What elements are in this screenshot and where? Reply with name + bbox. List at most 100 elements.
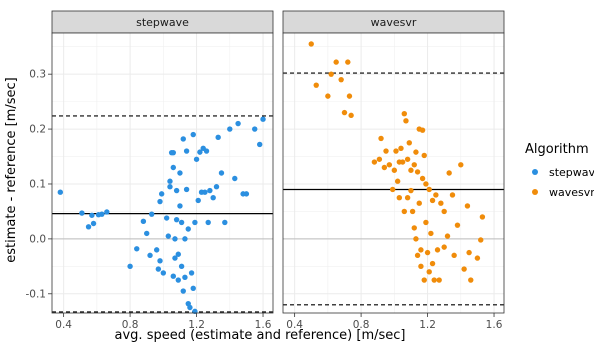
- data-point: [464, 203, 471, 209]
- y-tick-label: -0.1: [26, 288, 47, 300]
- data-point: [195, 197, 201, 204]
- data-point: [89, 212, 95, 218]
- x-tick-label: 0.8: [353, 319, 370, 331]
- plot-background: [283, 33, 504, 313]
- data-point: [424, 249, 431, 256]
- legend-key-stepwave: [532, 169, 538, 175]
- data-point: [446, 170, 452, 176]
- data-point: [227, 126, 233, 132]
- legend-key-wavesvr: [532, 189, 538, 195]
- data-point: [210, 195, 216, 201]
- x-axis-title: avg. speed (estimate and reference) [m/s…: [115, 328, 406, 343]
- data-point: [348, 112, 354, 119]
- legend-label-wavesvr: wavesvr: [549, 186, 594, 199]
- data-point: [178, 219, 185, 226]
- data-point: [207, 187, 213, 194]
- data-point: [408, 167, 414, 173]
- data-point: [313, 82, 319, 88]
- legend-title: Algorithm: [525, 142, 589, 157]
- data-point: [381, 164, 388, 171]
- data-point: [371, 159, 378, 165]
- data-point: [418, 263, 424, 270]
- data-point: [172, 255, 178, 261]
- data-point: [394, 178, 401, 184]
- data-point: [426, 186, 432, 193]
- data-point: [386, 162, 393, 168]
- data-point: [188, 270, 195, 276]
- data-point: [99, 211, 105, 217]
- data-point: [252, 126, 258, 132]
- data-point: [474, 255, 481, 261]
- data-point: [215, 134, 221, 141]
- data-point: [401, 208, 408, 215]
- data-point: [158, 191, 165, 197]
- data-point: [414, 252, 421, 259]
- data-point: [257, 141, 263, 148]
- data-point: [346, 93, 353, 99]
- x-tick-label: 0.8: [122, 319, 139, 331]
- y-tick-label: 0.0: [29, 233, 46, 245]
- data-point: [423, 219, 429, 226]
- data-point: [134, 246, 140, 252]
- data-point: [416, 200, 422, 206]
- data-point: [85, 224, 92, 230]
- data-point: [173, 216, 180, 223]
- data-point: [308, 41, 314, 47]
- data-point: [243, 191, 250, 197]
- x-tick-label: 1.2: [188, 319, 205, 331]
- x-tick-label: 1.6: [486, 319, 503, 331]
- data-point: [404, 195, 411, 201]
- data-point: [175, 251, 181, 257]
- data-point: [454, 222, 461, 228]
- data-point: [466, 249, 472, 256]
- data-point: [408, 187, 414, 194]
- y-tick-label: 0.2: [29, 124, 46, 136]
- panel-border: [51, 32, 274, 314]
- data-point: [144, 230, 150, 237]
- y-axis-title: estimate - reference [m/sec]: [4, 77, 19, 262]
- data-point: [404, 156, 411, 162]
- data-point: [187, 304, 193, 311]
- data-point: [403, 118, 409, 124]
- data-point: [157, 258, 163, 264]
- data-point: [429, 260, 436, 267]
- data-point: [260, 116, 266, 122]
- data-point: [433, 192, 439, 198]
- data-point: [222, 219, 228, 226]
- data-point: [411, 225, 417, 231]
- data-point: [399, 159, 406, 165]
- data-point: [421, 277, 427, 283]
- data-point: [127, 263, 133, 270]
- data-point: [160, 270, 167, 276]
- data-point: [90, 220, 97, 227]
- data-point: [333, 59, 339, 65]
- data-point: [172, 236, 178, 242]
- data-point: [428, 230, 434, 237]
- legend-label-stepwave: stepwave: [549, 166, 594, 179]
- data-point: [167, 178, 173, 184]
- data-point: [421, 152, 427, 159]
- data-point: [232, 175, 238, 182]
- data-point: [104, 209, 110, 215]
- data-point: [218, 170, 225, 176]
- x-tick-label: 1.6: [255, 319, 272, 331]
- x-tick-label: 0.4: [286, 319, 303, 331]
- data-point: [147, 252, 153, 259]
- data-point: [338, 76, 344, 83]
- data-point: [177, 170, 183, 176]
- data-point: [396, 195, 403, 201]
- facet-strip-label: wavesvr: [371, 16, 417, 29]
- facet-strip-label: stepwave: [136, 16, 189, 29]
- y-tick-label: 0.3: [29, 69, 46, 81]
- data-point: [79, 210, 85, 216]
- data-point: [436, 277, 442, 283]
- data-point: [451, 252, 457, 259]
- data-point: [441, 208, 447, 215]
- data-point: [203, 148, 210, 154]
- data-point: [413, 236, 419, 242]
- data-point: [468, 277, 474, 283]
- data-point: [57, 189, 64, 195]
- data-point: [429, 197, 436, 204]
- data-point: [383, 148, 389, 154]
